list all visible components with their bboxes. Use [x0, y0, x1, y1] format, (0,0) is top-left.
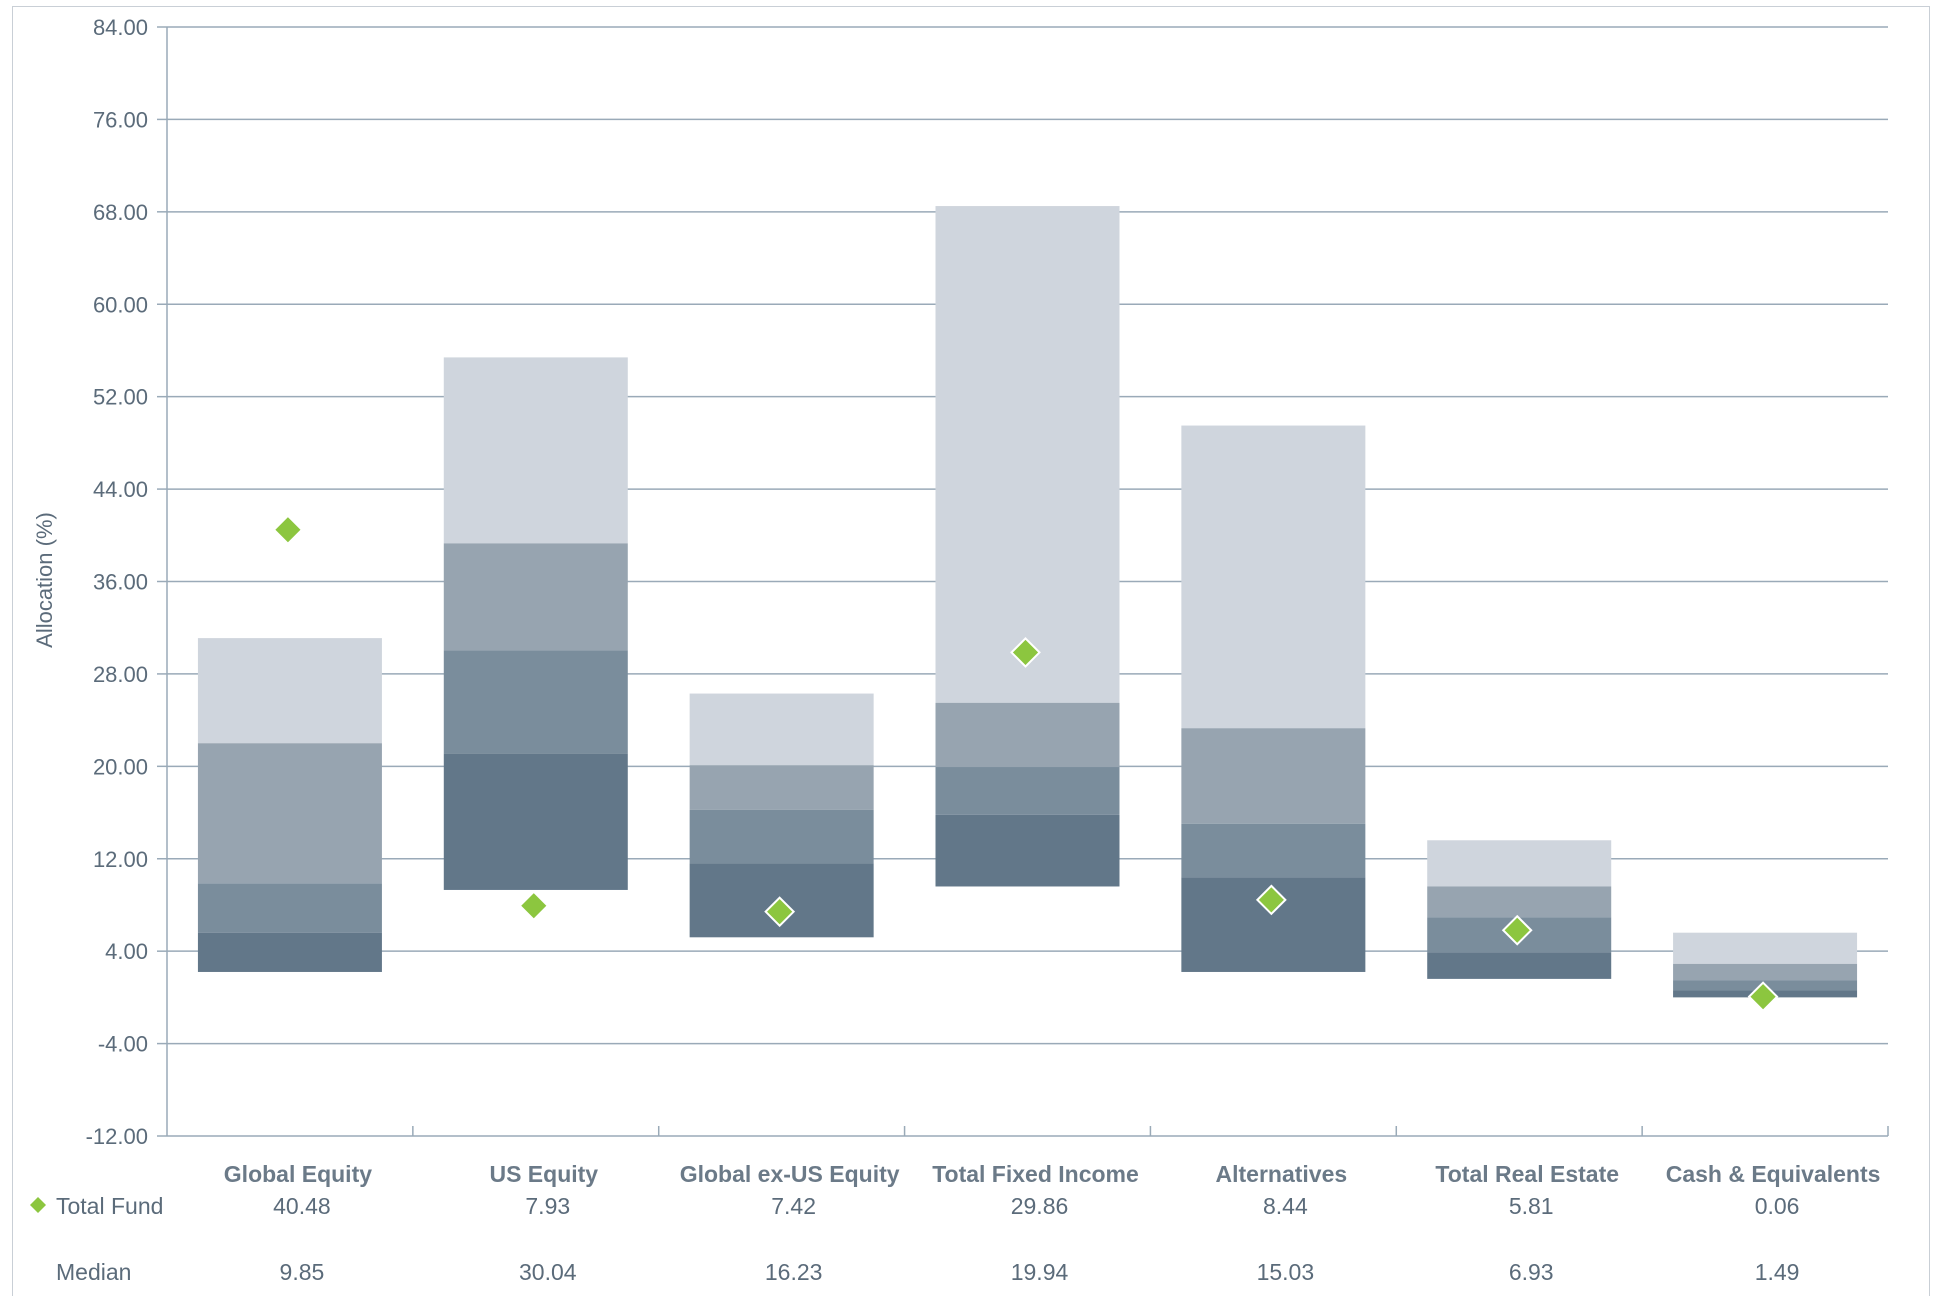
- category-label: Total Fixed Income: [932, 1161, 1139, 1187]
- y-tick-label: 28.00: [93, 662, 148, 687]
- total-fund-marker: [1501, 914, 1533, 946]
- band-median-75: [935, 767, 1120, 815]
- band-25-median: [689, 765, 874, 810]
- table-cell: 8.44: [1263, 1193, 1308, 1219]
- band-median-75: [689, 809, 874, 864]
- y-tick-label: 12.00: [93, 847, 148, 872]
- category-label: Global Equity: [224, 1161, 372, 1187]
- chart-frame: [12, 6, 1930, 1296]
- table-cell: 7.42: [771, 1193, 816, 1219]
- table-cell: 40.48: [273, 1193, 331, 1219]
- band-75-95: [1427, 952, 1612, 979]
- axes: 84.00 76.00 68.00 60.00 52.00 44.00 36.00 28.00…: [32, 15, 1889, 1149]
- y-tick-label: 4.00: [105, 939, 148, 964]
- band-75-95: [935, 814, 1120, 887]
- band-75-95: [197, 932, 382, 972]
- band-5-25: [935, 206, 1120, 703]
- y-tick-label: -12.00: [86, 1124, 148, 1149]
- y-tick-label: 44.00: [93, 477, 148, 502]
- total-fund-markers: [272, 514, 1779, 1013]
- total-fund-marker: [1010, 637, 1041, 668]
- table-cell: 16.23: [765, 1259, 823, 1284]
- category-label: Alternatives: [1216, 1161, 1348, 1187]
- legend-diamond-icon: [30, 1197, 46, 1213]
- category-label: Global ex-US Equity: [680, 1161, 900, 1187]
- category-label: Total Real Estate: [1435, 1161, 1619, 1187]
- band-5-25: [443, 357, 628, 544]
- table-cell: 5.81: [1509, 1193, 1554, 1219]
- y-tick-label: 60.00: [93, 292, 148, 317]
- band-25-median: [1427, 886, 1612, 918]
- table-cell: 1.49: [1755, 1259, 1800, 1284]
- table-cell: 19.94: [1011, 1259, 1069, 1284]
- y-tick-label: 36.00: [93, 570, 148, 595]
- band-median-75: [443, 650, 628, 754]
- category-label: Cash & Equivalents: [1666, 1161, 1881, 1187]
- y-tick-label: 68.00: [93, 200, 148, 225]
- y-tick-label: 84.00: [93, 15, 148, 40]
- total-fund-marker: [764, 896, 796, 928]
- table-row-label: Total Fund: [56, 1193, 163, 1219]
- band-25-median: [197, 743, 382, 884]
- band-5-25: [1181, 425, 1366, 729]
- table-cell: 0.06: [1755, 1193, 1800, 1219]
- total-fund-marker: [272, 514, 304, 546]
- table-cell: 30.04: [519, 1259, 577, 1284]
- band-75-95: [443, 753, 628, 890]
- band-25-median: [1673, 963, 1858, 981]
- table-cell: 7.93: [525, 1193, 570, 1219]
- total-fund-marker: [518, 890, 550, 922]
- y-tick-label: 52.00: [93, 385, 148, 410]
- percentile-bars: [197, 206, 1858, 998]
- band-25-median: [935, 702, 1120, 768]
- y-tick-label: 20.00: [93, 754, 148, 779]
- band-5-25: [1673, 932, 1858, 964]
- band-median-75: [1181, 823, 1366, 878]
- table-cell: 6.93: [1509, 1259, 1554, 1284]
- band-5-25: [197, 638, 382, 744]
- band-5-25: [1427, 840, 1612, 887]
- total-fund-marker: [1747, 981, 1779, 1013]
- category-label: US Equity: [489, 1161, 598, 1187]
- y-tick-label: 76.00: [93, 107, 148, 132]
- y-tick-label: -4.00: [98, 1032, 148, 1057]
- band-25-median: [443, 543, 628, 651]
- total-fund-marker: [1255, 884, 1287, 916]
- table-row-label: Median: [56, 1259, 131, 1284]
- table-cell: 9.85: [280, 1259, 325, 1284]
- table-cell: 29.86: [1011, 1193, 1069, 1219]
- y-axis-label: Allocation (%): [32, 512, 57, 648]
- band-5-25: [689, 693, 874, 766]
- band-25-median: [1181, 728, 1366, 824]
- table-cell: 15.03: [1257, 1259, 1315, 1284]
- band-median-75: [197, 883, 382, 933]
- labels: Global Equity US Equity Global ex-US Equit…: [30, 1161, 1880, 1284]
